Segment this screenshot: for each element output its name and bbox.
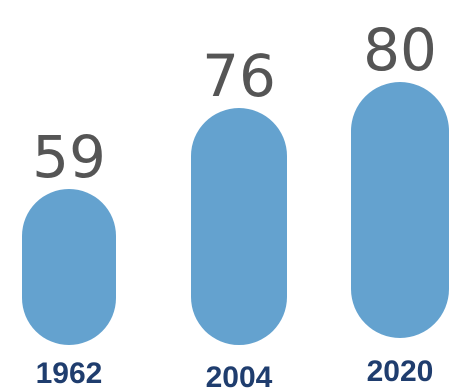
value-label-2004: 76	[202, 42, 276, 110]
category-label-2020: 2020	[367, 355, 434, 388]
bar-1962	[22, 189, 116, 345]
category-label-2004: 2004	[206, 361, 273, 391]
bar-2020	[351, 82, 449, 338]
bar-2004	[191, 108, 287, 345]
value-label-1962: 59	[32, 123, 106, 191]
value-label-2020: 80	[363, 16, 437, 84]
category-label-1962: 1962	[36, 357, 103, 390]
